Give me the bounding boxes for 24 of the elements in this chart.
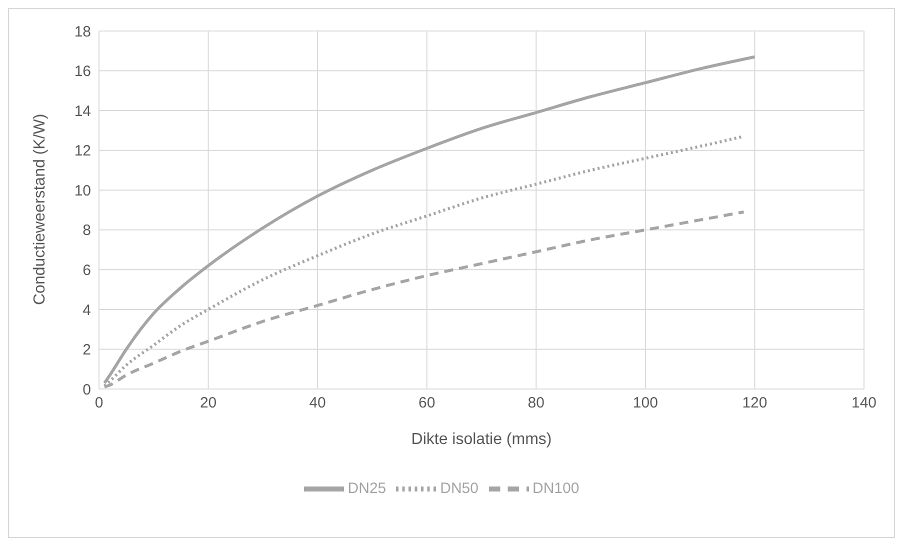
- y-tick-label: 8: [82, 222, 91, 240]
- line-series: [102, 55, 756, 385]
- x-tick-label: 40: [309, 394, 326, 412]
- y-tick-label: 6: [82, 262, 91, 279]
- x-tick-label: 140: [851, 394, 877, 412]
- x-tick-label: 100: [632, 394, 658, 412]
- y-axis-title: Conductieweerstand (K/W): [32, 114, 49, 305]
- y-tick-label: 16: [74, 63, 91, 80]
- x-tick-label: 0: [94, 394, 104, 412]
- y-tick-label: 14: [74, 102, 91, 120]
- y-tick-label: 10: [74, 182, 91, 200]
- y-tick-label: 0: [82, 381, 91, 398]
- legend-label: DN100: [532, 480, 580, 497]
- x-tick-label: 80: [528, 394, 544, 412]
- legend-label: DN25: [348, 480, 386, 497]
- legend-label: DN50: [440, 480, 478, 497]
- y-tick-label: 12: [74, 142, 91, 160]
- y-tick-label: 18: [74, 23, 91, 40]
- y-tick-label: 2: [82, 342, 91, 359]
- x-tick-label: 20: [200, 394, 217, 412]
- x-axis-title: Dikte isolatie (mms): [411, 431, 552, 448]
- x-tick-label: 60: [418, 394, 436, 412]
- x-tick-label: 120: [742, 394, 768, 412]
- y-tick-label: 4: [82, 302, 91, 319]
